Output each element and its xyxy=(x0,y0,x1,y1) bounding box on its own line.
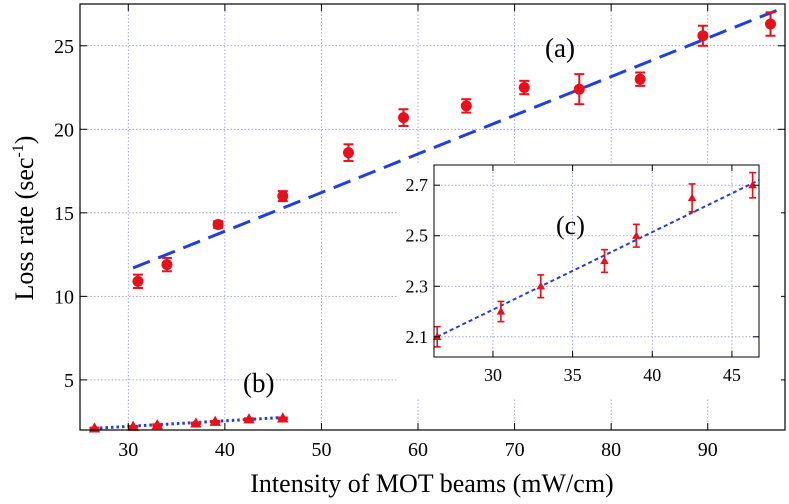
data-point-circle xyxy=(161,259,173,271)
y-tick-label: 15 xyxy=(54,203,74,225)
y-axis-label-main: Loss rate (sec xyxy=(10,158,39,301)
main-data-points xyxy=(88,11,777,433)
inset-data-point-triangle xyxy=(632,231,641,239)
inset-frame xyxy=(433,164,760,358)
fit-line-series-0 xyxy=(132,7,781,270)
data-point-triangle xyxy=(277,412,289,423)
main-ticks: 30 40 50 60 70 80 90 5 10 15 20 25 xyxy=(54,4,785,461)
inset-x-tick-label: 40 xyxy=(643,365,661,385)
inset-fit-line xyxy=(436,179,760,338)
x-tick-label: 60 xyxy=(408,439,428,461)
inset-fit-line-path xyxy=(436,179,760,338)
data-point-triangle xyxy=(243,413,255,424)
inset-data-point-triangle xyxy=(432,332,442,340)
y-tick-label: 5 xyxy=(64,370,74,392)
data-point-circle xyxy=(342,147,354,159)
inset-x-tick-label: 45 xyxy=(723,365,741,385)
y-axis-label-tail: ) xyxy=(10,136,39,145)
inset-x-tick-label: 30 xyxy=(484,365,502,385)
y-tick-label: 25 xyxy=(54,36,74,58)
inset-data-point-triangle xyxy=(687,193,697,201)
inset-y-tick-label: 2.7 xyxy=(406,175,429,195)
x-tick-label: 40 xyxy=(215,439,235,461)
inset-data-point-triangle xyxy=(536,281,546,290)
x-tick-label: 50 xyxy=(311,439,331,461)
label-c: (c) xyxy=(556,211,585,240)
x-tick-label: 80 xyxy=(601,439,621,461)
main-fit-lines xyxy=(94,7,781,430)
data-point-circle xyxy=(132,275,144,287)
y-tick-label: 20 xyxy=(54,119,74,141)
x-tick-label: 90 xyxy=(698,439,718,461)
data-point-circle xyxy=(518,82,530,94)
data-point-triangle xyxy=(127,420,139,431)
data-point-circle xyxy=(765,18,777,30)
inset-data-point-triangle xyxy=(600,256,609,265)
x-tick-label: 70 xyxy=(505,439,525,461)
data-point-circle xyxy=(277,190,289,202)
inset-ticks: 30 35 40 45 2.1 2.3 2.5 2.7 xyxy=(406,165,759,385)
data-point-circle xyxy=(573,83,585,95)
inset-y-tick-label: 2.1 xyxy=(406,327,429,347)
data-point-triangle xyxy=(151,418,163,430)
x-axis-label: Intensity of MOT beams (mW/cm) xyxy=(250,469,613,498)
inset-y-tick-label: 2.5 xyxy=(406,226,429,246)
data-point-circle xyxy=(460,100,472,112)
inset-x-tick-label: 35 xyxy=(564,365,582,385)
inset-data-point-triangle xyxy=(748,180,757,189)
fit-line-series-1 xyxy=(94,415,283,430)
label-b: (b) xyxy=(243,368,274,398)
x-tick-label: 30 xyxy=(118,439,138,461)
inset-grid xyxy=(434,165,759,357)
data-point-circle xyxy=(212,219,224,231)
data-point-circle xyxy=(634,73,646,85)
y-tick-label: 10 xyxy=(54,286,74,308)
y-axis-label-sup: -1 xyxy=(10,144,27,157)
data-point-circle xyxy=(697,30,709,42)
inset-background xyxy=(398,165,781,399)
label-a: (a) xyxy=(545,33,575,63)
main-plot-frame xyxy=(79,3,786,431)
y-axis-label: Loss rate (sec-1) xyxy=(10,136,39,301)
data-point-triangle xyxy=(190,417,202,428)
inset-y-tick-label: 2.3 xyxy=(406,276,429,296)
data-point-circle xyxy=(398,112,410,124)
inset-data-points xyxy=(432,171,757,348)
data-point-triangle xyxy=(209,415,221,426)
inset-data-point-triangle xyxy=(496,307,506,315)
